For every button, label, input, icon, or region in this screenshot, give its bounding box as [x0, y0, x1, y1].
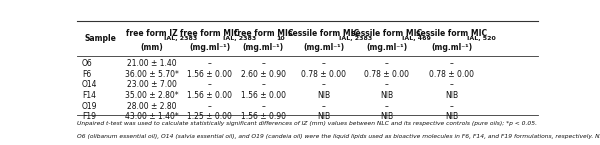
Text: –: – [385, 102, 388, 111]
Text: free form IZ: free form IZ [126, 29, 178, 38]
Text: (mm): (mm) [140, 43, 163, 52]
Text: NIB: NIB [380, 112, 393, 121]
Text: 1.56 ± 0.00: 1.56 ± 0.00 [187, 70, 232, 79]
Text: –: – [208, 80, 212, 89]
Text: –: – [322, 80, 326, 89]
Text: –: – [262, 59, 265, 68]
Text: sessile form MIC: sessile form MIC [416, 29, 487, 38]
Text: 43.00 ± 1.40*: 43.00 ± 1.40* [125, 112, 179, 121]
Text: free form MIC: free form MIC [180, 29, 239, 38]
Text: O19: O19 [82, 102, 97, 111]
Text: IAL, 2383: IAL, 2383 [339, 36, 373, 41]
Text: –: – [450, 102, 454, 111]
Text: 1.56 ± 0.00: 1.56 ± 0.00 [241, 91, 286, 100]
Text: NIB: NIB [317, 91, 331, 100]
Text: IAL, 469: IAL, 469 [402, 36, 431, 41]
Text: O6 (olibanum essential oil), O14 (salvia essential oil), and O19 (candeia oil) w: O6 (olibanum essential oil), O14 (salvia… [77, 134, 600, 139]
Text: F6: F6 [82, 70, 91, 79]
Text: sessile form MIC: sessile form MIC [288, 29, 359, 38]
Text: –: – [262, 102, 265, 111]
Text: –: – [208, 59, 212, 68]
Text: –: – [450, 59, 454, 68]
Text: (mg.ml⁻¹): (mg.ml⁻¹) [431, 43, 472, 52]
Text: 2.60 ± 0.90: 2.60 ± 0.90 [241, 70, 286, 79]
Text: 28.00 ± 2.80: 28.00 ± 2.80 [127, 102, 176, 111]
Text: O6: O6 [82, 59, 93, 68]
Text: 1.56 ± 0.90: 1.56 ± 0.90 [241, 112, 286, 121]
Text: –: – [322, 59, 326, 68]
Text: 0.78 ± 0.00: 0.78 ± 0.00 [301, 70, 346, 79]
Text: IAL, 2383: IAL, 2383 [164, 36, 197, 41]
Text: F19: F19 [82, 112, 96, 121]
Text: –: – [450, 80, 454, 89]
Text: 1.56 ± 0.00: 1.56 ± 0.00 [187, 91, 232, 100]
Text: 35.00 ± 2.80*: 35.00 ± 2.80* [125, 91, 179, 100]
Text: (mg.ml⁻¹): (mg.ml⁻¹) [189, 43, 230, 52]
Text: 0.78 ± 0.00: 0.78 ± 0.00 [364, 70, 409, 79]
Text: Sample: Sample [85, 34, 116, 43]
Text: O14: O14 [82, 80, 97, 89]
Text: NIB: NIB [445, 112, 458, 121]
Text: 21.00 ± 1.40: 21.00 ± 1.40 [127, 59, 176, 68]
Text: NIB: NIB [380, 91, 393, 100]
Text: 10: 10 [276, 36, 285, 41]
Text: F14: F14 [82, 91, 96, 100]
Text: 23.00 ± 7.00: 23.00 ± 7.00 [127, 80, 176, 89]
Text: (mg.ml⁻¹): (mg.ml⁻¹) [303, 43, 344, 52]
Text: –: – [208, 102, 212, 111]
Text: –: – [322, 102, 326, 111]
Text: –: – [385, 59, 388, 68]
Text: IAL, 2383: IAL, 2383 [223, 36, 256, 41]
Text: –: – [385, 80, 388, 89]
Text: (mg.ml⁻¹): (mg.ml⁻¹) [243, 43, 284, 52]
Text: sessile form MIC: sessile form MIC [351, 29, 422, 38]
Text: IAL, 520: IAL, 520 [467, 36, 496, 41]
Text: Unpaired t-test was used to calculate statistically significant differences of I: Unpaired t-test was used to calculate st… [77, 121, 538, 126]
Text: free form MIC: free form MIC [233, 29, 293, 38]
Text: NIB: NIB [317, 112, 331, 121]
Text: 36.00 ± 5.70*: 36.00 ± 5.70* [125, 70, 179, 79]
Text: 0.78 ± 0.00: 0.78 ± 0.00 [429, 70, 474, 79]
Text: NIB: NIB [445, 91, 458, 100]
Text: –: – [262, 80, 265, 89]
Text: 1.25 ± 0.00: 1.25 ± 0.00 [187, 112, 232, 121]
Text: (mg.ml⁻¹): (mg.ml⁻¹) [366, 43, 407, 52]
